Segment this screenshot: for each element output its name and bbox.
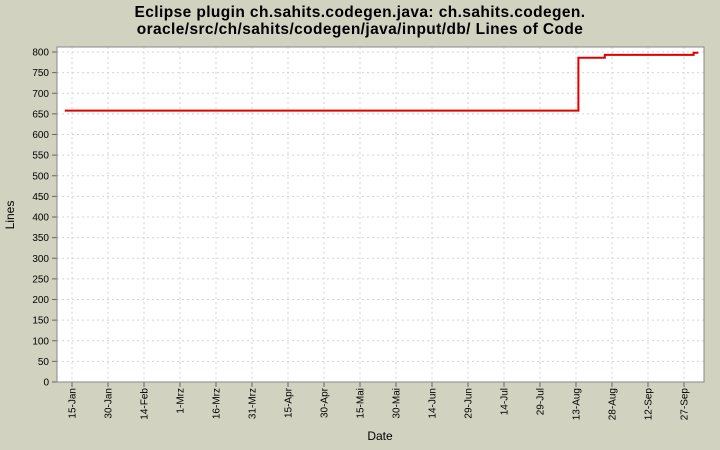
y-tick-label: 100 bbox=[32, 336, 49, 347]
y-tick-label: 750 bbox=[32, 68, 49, 79]
x-tick-label: 15-Jan bbox=[68, 388, 79, 419]
x-tick-label: 15-Mai bbox=[356, 388, 367, 419]
x-tick-label: 30-Apr bbox=[320, 387, 331, 418]
y-tick-label: 300 bbox=[32, 254, 49, 265]
plot-border bbox=[56, 46, 705, 383]
y-tick-label: 400 bbox=[32, 213, 49, 224]
x-tick-label: 29-Jul bbox=[536, 388, 547, 415]
y-axis-label: Lines bbox=[3, 201, 17, 230]
x-tick-label: 14-Feb bbox=[140, 388, 151, 420]
y-tick-label: 250 bbox=[32, 274, 49, 285]
x-tick-label: 15-Apr bbox=[284, 387, 295, 418]
y-tick-label: 350 bbox=[32, 233, 49, 244]
y-tick-label: 500 bbox=[32, 171, 49, 182]
x-tick-label: 14-Jun bbox=[428, 388, 439, 419]
chart-title-line2: oracle/src/ch/sahits/codegen/java/input/… bbox=[136, 21, 584, 38]
x-tick-label: 27-Sep bbox=[680, 388, 691, 421]
x-tick-label: 31-Mrz bbox=[248, 388, 259, 419]
y-tick-label: 200 bbox=[32, 295, 49, 306]
y-tick-label: 650 bbox=[32, 109, 49, 120]
chart-title-line1: Eclipse plugin ch.sahits.codegen.java: c… bbox=[134, 4, 586, 21]
x-tick-label: 12-Sep bbox=[644, 388, 655, 421]
x-tick-label: 30-Jan bbox=[104, 388, 115, 419]
x-tick-label: 13-Aug bbox=[572, 388, 583, 420]
y-tick-label: 450 bbox=[32, 192, 49, 203]
y-tick-label: 50 bbox=[38, 357, 50, 368]
y-tick-label: 800 bbox=[32, 48, 49, 59]
y-tick-label: 0 bbox=[43, 378, 49, 389]
x-tick-label: 28-Aug bbox=[608, 388, 619, 420]
x-tick-label: 1-Mrz bbox=[176, 388, 187, 414]
series-line bbox=[64, 51, 699, 112]
chart-title: Eclipse plugin ch.sahits.codegen.java: c… bbox=[0, 4, 720, 38]
plot-generated-layer: 0 50 100 150 200 250 300 350 400 450 500 550 600 650 7… bbox=[32, 46, 705, 421]
y-tick-label: 150 bbox=[32, 316, 49, 327]
plot-background bbox=[57, 47, 704, 382]
x-tick-label: 29-Jun bbox=[464, 388, 475, 419]
y-tick-label: 600 bbox=[32, 130, 49, 141]
x-tick-label: 16-Mrz bbox=[212, 388, 223, 419]
y-tick-label: 550 bbox=[32, 151, 49, 162]
x-tick-label: 14-Jul bbox=[500, 388, 511, 415]
x-tick-label: 30-Mai bbox=[392, 388, 403, 419]
x-axis-label: Date bbox=[367, 429, 393, 443]
y-tick-label: 700 bbox=[32, 89, 49, 100]
